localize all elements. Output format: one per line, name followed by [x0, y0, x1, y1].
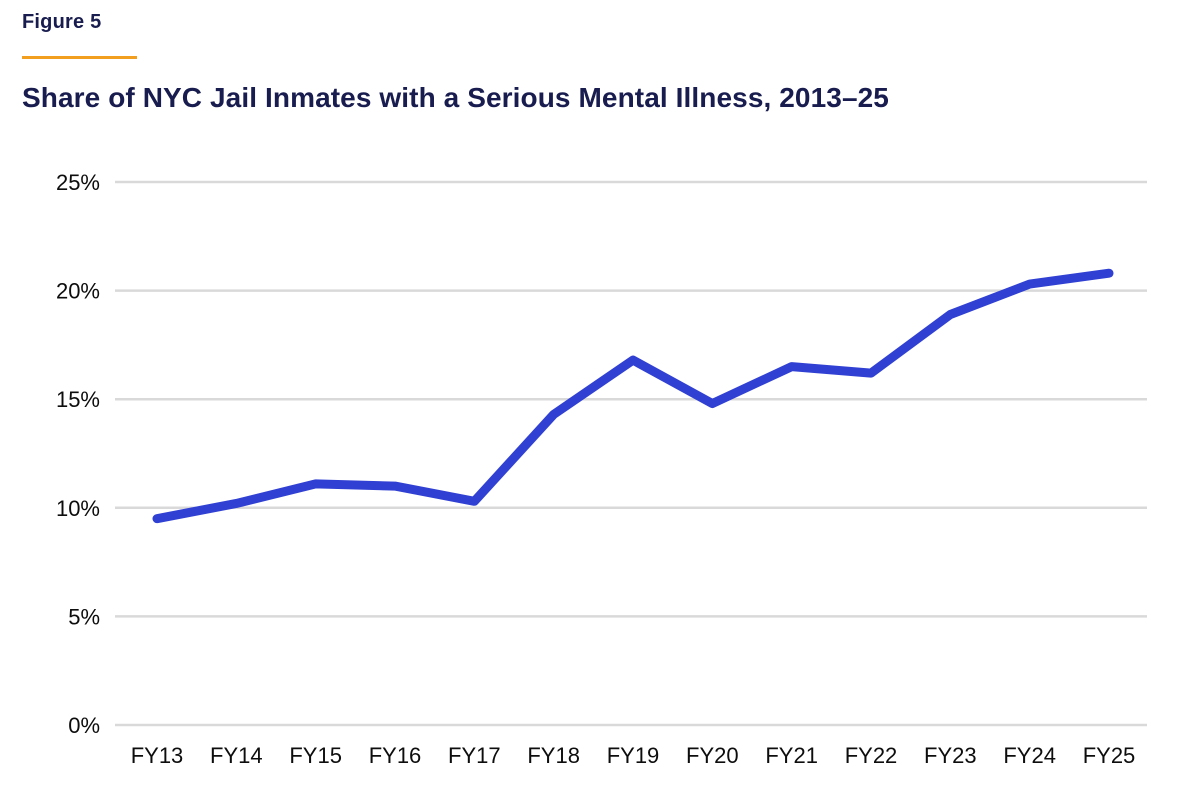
- chart-title: Share of NYC Jail Inmates with a Serious…: [22, 82, 889, 113]
- x-tick-label: FY15: [289, 743, 342, 768]
- x-tick-label: FY21: [765, 743, 818, 768]
- y-tick-label: 25%: [56, 170, 100, 195]
- x-tick-label: FY18: [527, 743, 580, 768]
- figure-label: Figure 5: [22, 11, 102, 33]
- x-tick-label: FY24: [1003, 743, 1056, 768]
- x-tick-label: FY25: [1083, 743, 1136, 768]
- y-tick-label: 20%: [56, 279, 100, 304]
- series-line: [152, 268, 1114, 524]
- y-tick-label: 0%: [68, 713, 100, 738]
- x-tick-label: FY20: [686, 743, 739, 768]
- y-tick-label: 5%: [68, 604, 100, 629]
- x-tick-label: FY13: [131, 743, 184, 768]
- accent-rule: [22, 56, 137, 59]
- x-tick-label: FY16: [369, 743, 422, 768]
- x-tick-label: FY17: [448, 743, 501, 768]
- x-tick-label: FY19: [607, 743, 660, 768]
- x-tick-label: FY22: [845, 743, 898, 768]
- x-tick-label: FY14: [210, 743, 263, 768]
- y-tick-label: 10%: [56, 496, 100, 521]
- x-tick-label: FY23: [924, 743, 977, 768]
- y-tick-label: 15%: [56, 387, 100, 412]
